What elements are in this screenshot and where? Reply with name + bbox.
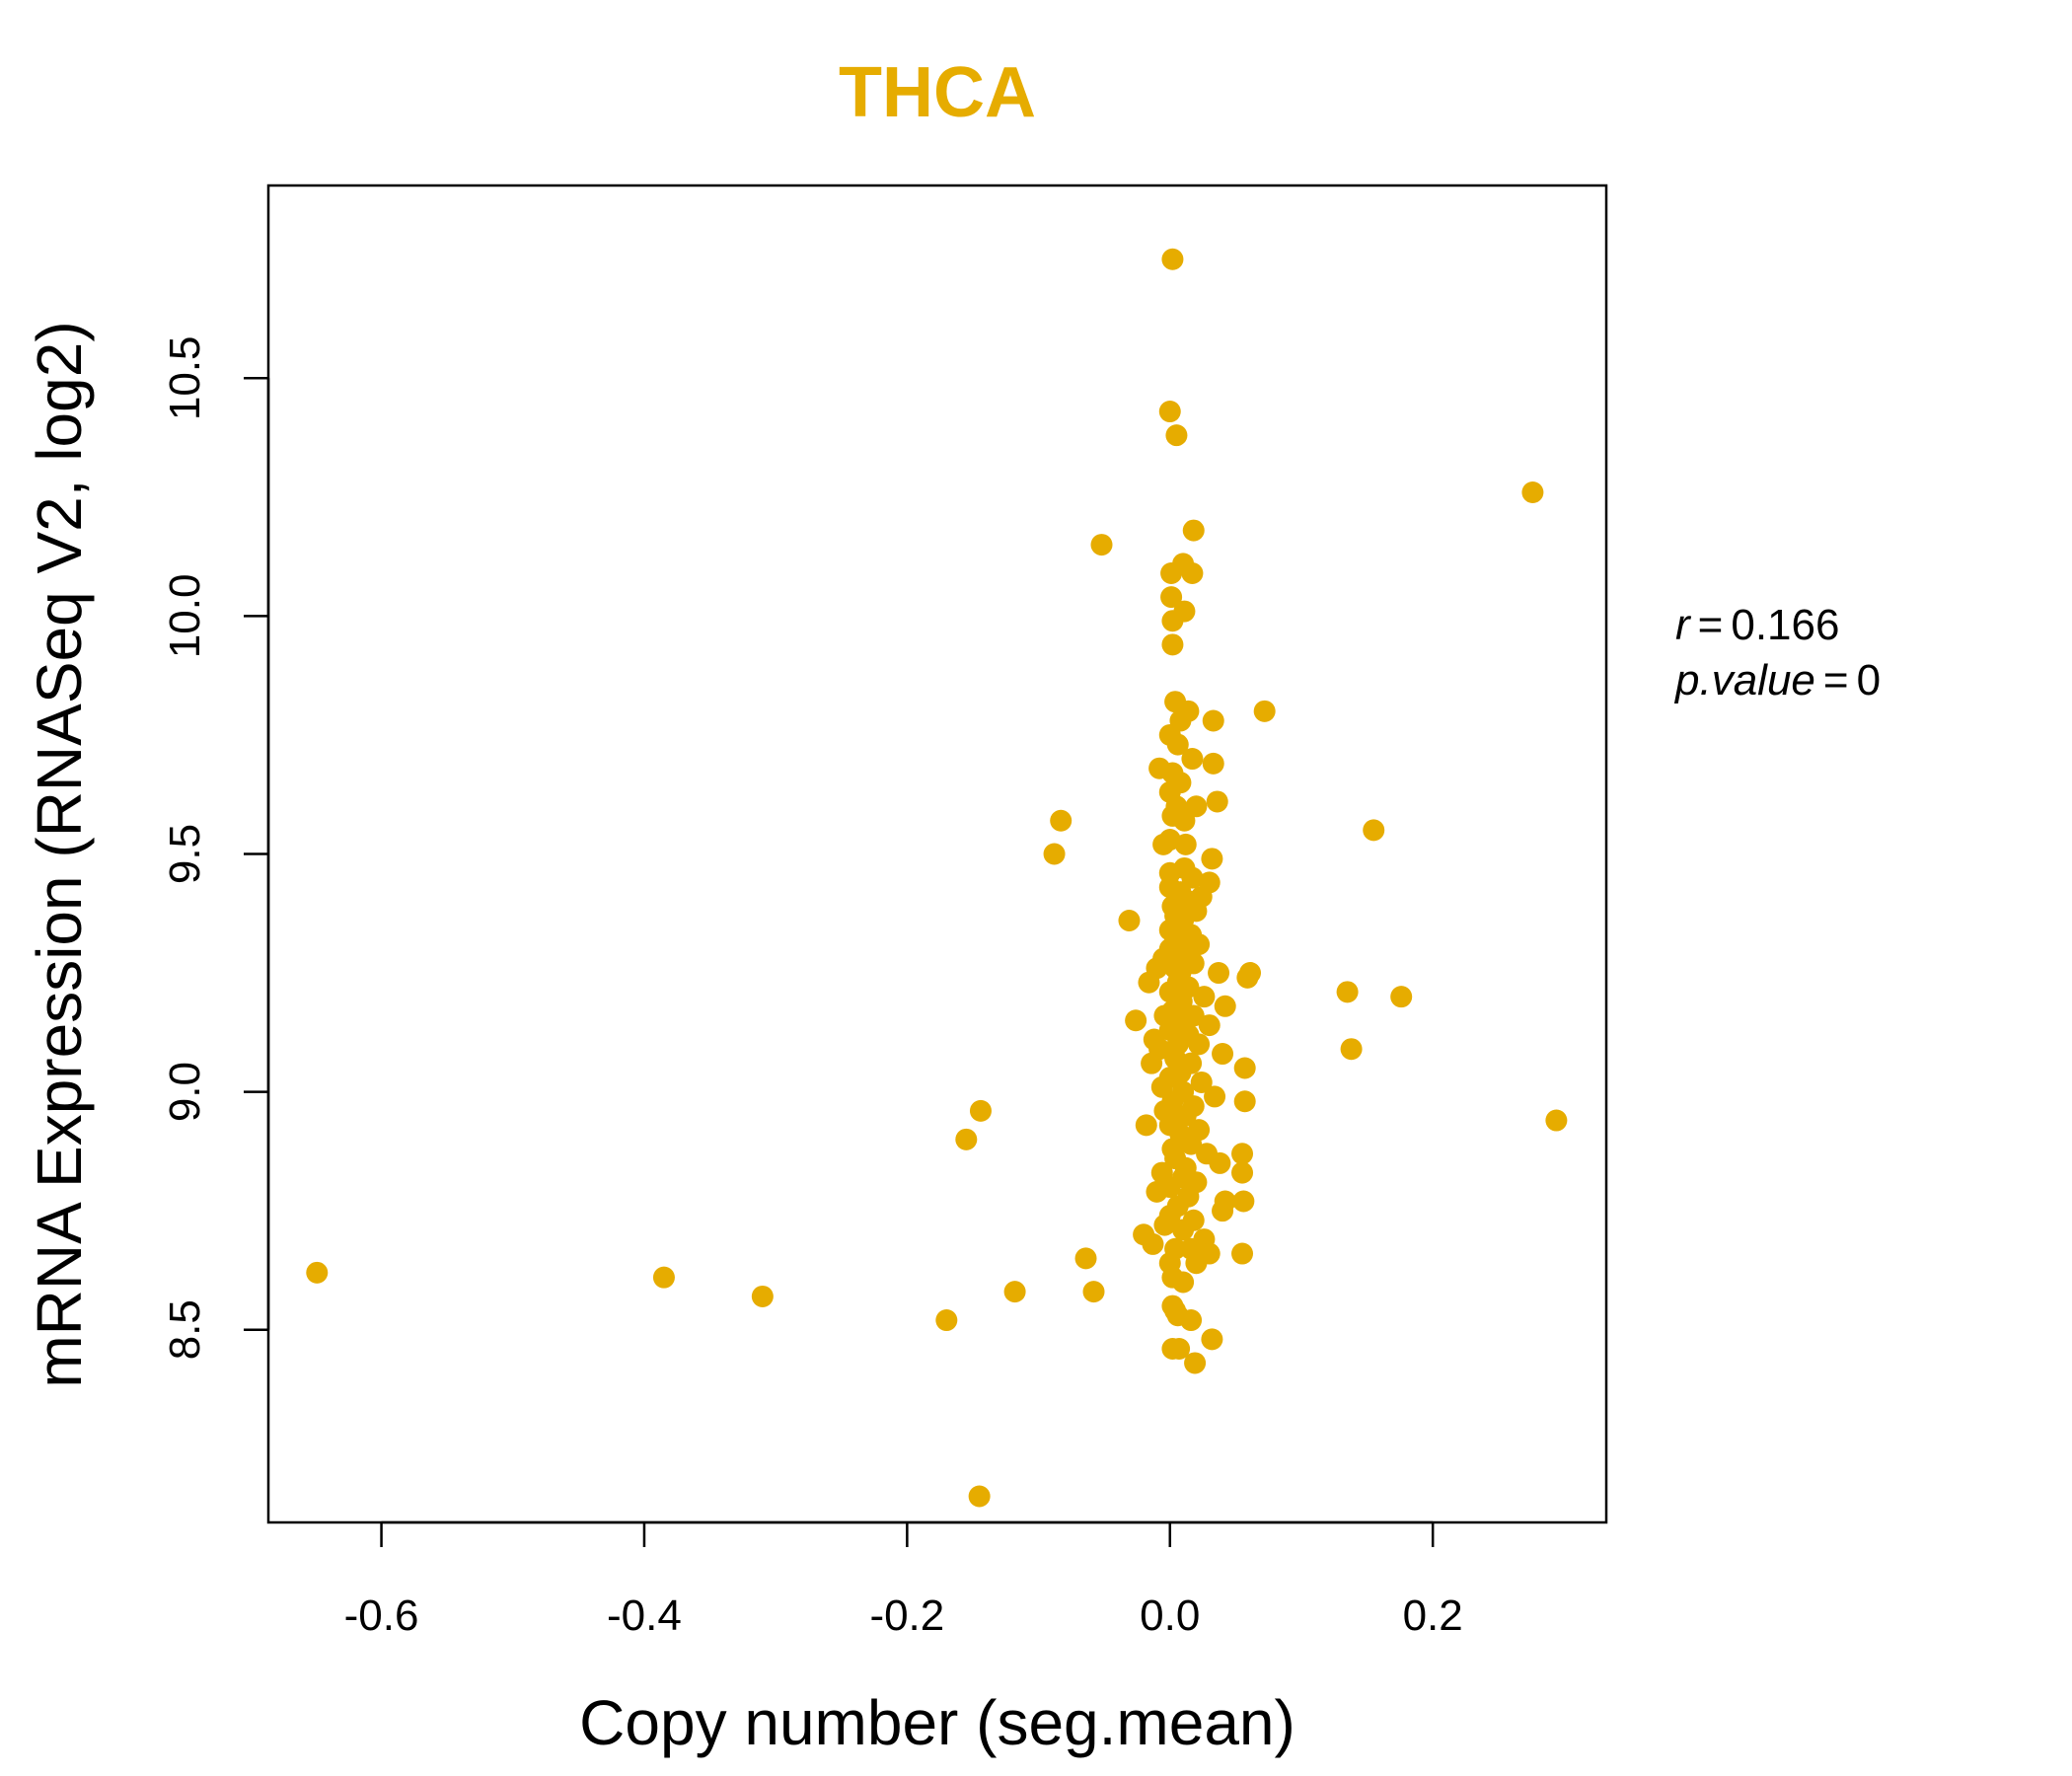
data-point [1174, 833, 1197, 855]
data-point [969, 1099, 992, 1122]
data-point [1231, 1242, 1254, 1265]
data-point [1212, 1043, 1234, 1066]
data-point [1082, 1281, 1105, 1303]
data-point [1161, 248, 1184, 270]
y-tick-label: 10.5 [161, 335, 209, 420]
data-point [1201, 848, 1223, 870]
chart-title: THCA [839, 53, 1036, 132]
r-value: 0.166 [1731, 601, 1839, 649]
data-point [1138, 971, 1160, 994]
y-tick-label: 8.5 [161, 1299, 209, 1360]
data-point [1182, 519, 1205, 542]
data-point [1043, 843, 1066, 865]
data-point [1172, 1219, 1195, 1241]
data-point [1202, 752, 1224, 775]
data-point [1206, 790, 1228, 813]
data-point [1135, 1114, 1157, 1137]
data-point [1172, 1271, 1195, 1294]
data-point [1198, 1014, 1221, 1037]
data-point [1521, 481, 1544, 504]
data-point [1161, 633, 1184, 656]
x-axis: -0.6 -0.4 -0.2 0.0 0.2 [344, 1520, 1463, 1640]
x-tick-label: -0.2 [869, 1591, 944, 1640]
data-point [1233, 1057, 1256, 1079]
x-tick-label: 0.0 [1140, 1591, 1200, 1640]
data-point [1184, 1352, 1207, 1374]
data-point [1118, 910, 1141, 932]
data-point [1390, 986, 1413, 1008]
data-point [1236, 966, 1259, 989]
x-tick-label: -0.4 [607, 1591, 682, 1640]
r-label: r [1675, 601, 1692, 649]
data-point [1166, 733, 1189, 756]
data-point [1231, 1143, 1254, 1165]
data-point [1209, 1151, 1231, 1174]
data-point [1214, 995, 1236, 1017]
data-point [1180, 1133, 1203, 1155]
data-point [1253, 700, 1276, 722]
data-point [955, 1128, 978, 1150]
y-tick-label: 10.0 [161, 574, 209, 659]
data-point [1340, 1038, 1363, 1061]
x-axis-label: Copy number (seg.mean) [579, 1687, 1295, 1758]
data-point [1208, 962, 1230, 985]
data-point [1185, 795, 1208, 818]
data-point [1185, 1252, 1208, 1275]
data-point [1168, 1337, 1191, 1360]
data-point [1181, 748, 1204, 771]
data-point [1231, 1161, 1254, 1184]
data-point [1233, 1090, 1256, 1113]
r-annotation: r = 0.166 [1675, 601, 1839, 649]
data-point [1161, 610, 1184, 632]
x-tick-label: 0.2 [1403, 1591, 1463, 1640]
y-tick-label: 9.5 [161, 824, 209, 884]
data-point [1160, 586, 1183, 609]
p-value: 0 [1857, 656, 1881, 704]
y-axis-label: mRNA Expression (RNASeq V2, log2) [24, 321, 95, 1387]
data-point [306, 1261, 329, 1284]
data-point [751, 1285, 774, 1307]
data-point [1232, 1190, 1255, 1213]
data-point [1125, 1009, 1147, 1032]
p-label: p.value [1673, 656, 1815, 704]
data-point [1204, 1085, 1226, 1108]
data-point [1212, 1200, 1234, 1222]
data-point [1173, 809, 1196, 832]
data-point [1201, 1328, 1223, 1351]
data-point [1181, 561, 1204, 584]
data-point [1363, 819, 1385, 842]
data-point [1090, 534, 1113, 556]
data-point [968, 1485, 991, 1508]
data-point [1180, 1309, 1203, 1332]
data-point [652, 1266, 675, 1289]
points-layer [306, 248, 1568, 1508]
x-tick-label: -0.6 [344, 1591, 419, 1640]
data-point [1165, 424, 1188, 447]
data-point [1153, 1214, 1176, 1236]
data-point [1074, 1247, 1097, 1270]
y-tick-label: 9.0 [161, 1062, 209, 1122]
data-point [935, 1309, 958, 1332]
data-point [1050, 809, 1073, 832]
data-point [1158, 401, 1181, 423]
correlation-annotation: r = 0.166 p.value = 0 [1673, 601, 1881, 704]
data-point [1141, 1052, 1163, 1074]
data-point [1003, 1281, 1026, 1303]
data-point [1545, 1109, 1568, 1132]
data-point [1336, 981, 1359, 1003]
data-point [1160, 561, 1183, 584]
y-axis: 8.5 9.0 9.5 10.0 10.5 [161, 335, 270, 1360]
data-point [1190, 1071, 1213, 1093]
data-point [1193, 986, 1216, 1008]
data-point [1152, 833, 1175, 855]
data-point [1146, 1180, 1168, 1203]
p-value-annotation: p.value = 0 [1673, 656, 1881, 704]
data-point [1142, 1232, 1164, 1255]
data-point [1181, 866, 1204, 889]
data-point [1202, 709, 1224, 732]
data-point [1188, 1033, 1211, 1056]
